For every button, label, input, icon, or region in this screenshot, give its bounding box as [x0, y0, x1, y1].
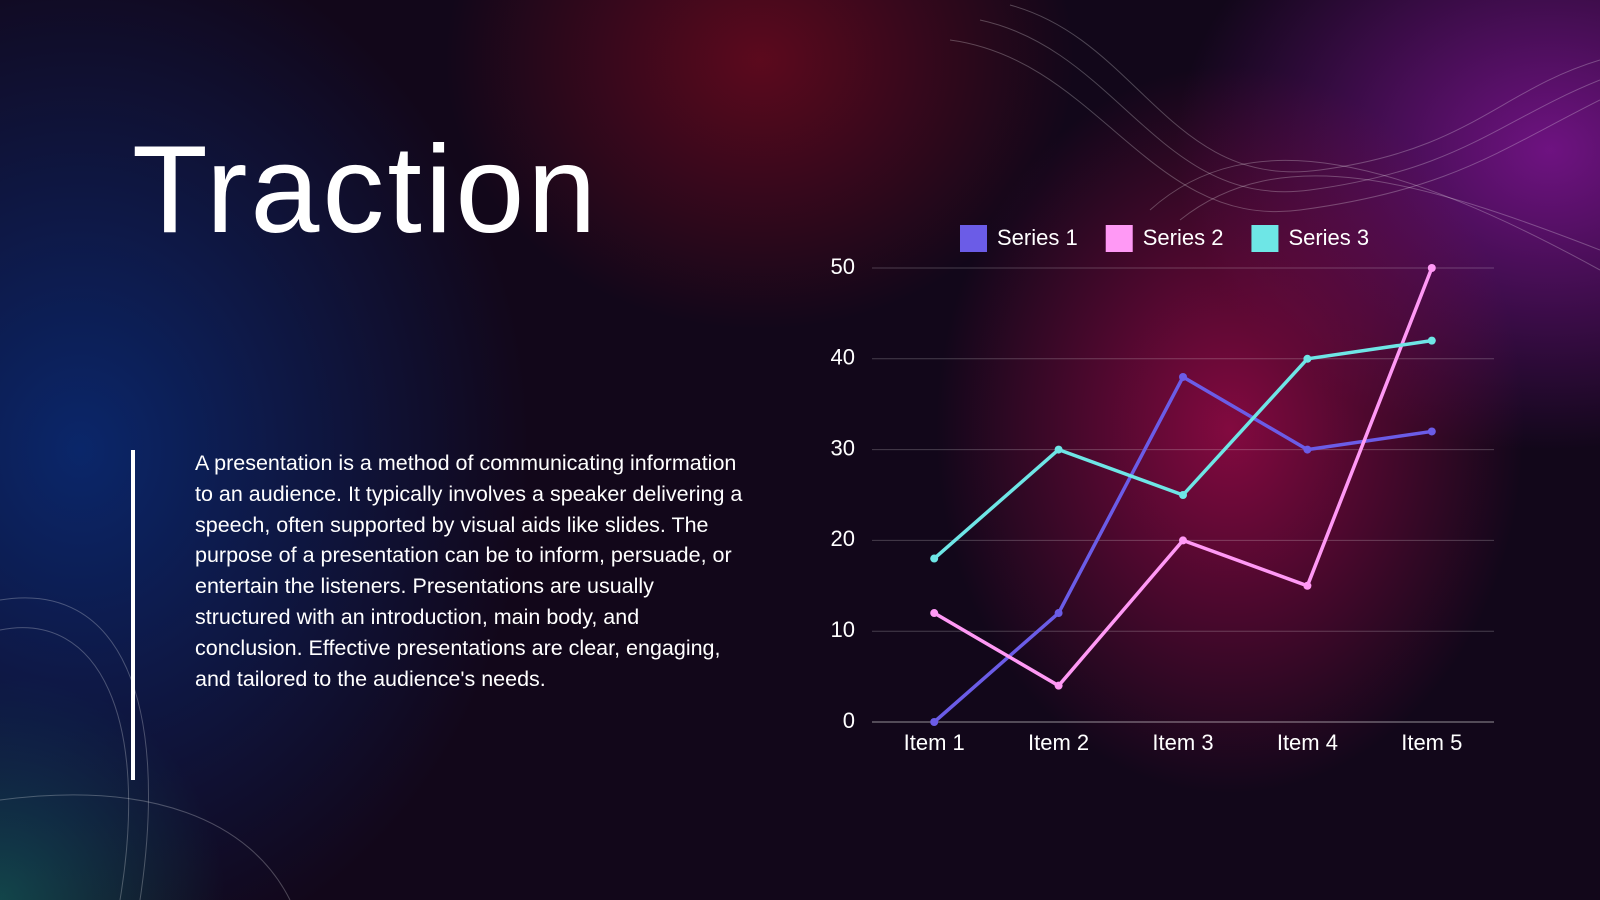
series-line — [933, 267, 1434, 688]
data-point — [1427, 427, 1436, 436]
data-point — [1054, 445, 1063, 454]
slide-title: Traction — [132, 121, 600, 259]
y-tick-label: 20 — [831, 526, 855, 551]
data-point — [1179, 536, 1187, 545]
legend-label: Series 3 — [1288, 225, 1369, 250]
accent-bar — [131, 450, 135, 780]
data-point — [1303, 445, 1312, 454]
y-tick-label: 0 — [843, 708, 855, 733]
legend-swatch — [960, 225, 987, 252]
y-tick-label: 10 — [831, 617, 855, 642]
data-point — [1054, 609, 1063, 618]
data-point — [1179, 372, 1187, 381]
legend-swatch — [1105, 225, 1133, 252]
data-point — [1303, 581, 1312, 590]
body-text: A presentation is a method of communicat… — [195, 451, 743, 691]
data-point — [930, 609, 939, 618]
data-point — [1054, 681, 1063, 690]
legend-swatch — [1251, 225, 1279, 252]
data-point — [1427, 264, 1436, 272]
legend-label: Series 2 — [1143, 225, 1224, 250]
legend-label: Series 1 — [997, 225, 1078, 250]
y-tick-label: 30 — [831, 435, 855, 460]
y-tick-label: 50 — [831, 254, 855, 279]
data-point — [1427, 336, 1436, 345]
series-line — [933, 375, 1433, 724]
data-point — [930, 718, 939, 726]
data-point — [1303, 354, 1312, 363]
x-tick-label: Item 2 — [1028, 730, 1089, 755]
data-point — [1179, 491, 1187, 499]
x-tick-label: Item 1 — [904, 730, 965, 755]
x-tick-label: Item 3 — [1152, 730, 1213, 755]
x-tick-label: Item 5 — [1401, 730, 1462, 755]
y-tick-label: 40 — [831, 345, 855, 370]
x-tick-label: Item 4 — [1277, 730, 1338, 755]
data-point — [930, 554, 939, 563]
